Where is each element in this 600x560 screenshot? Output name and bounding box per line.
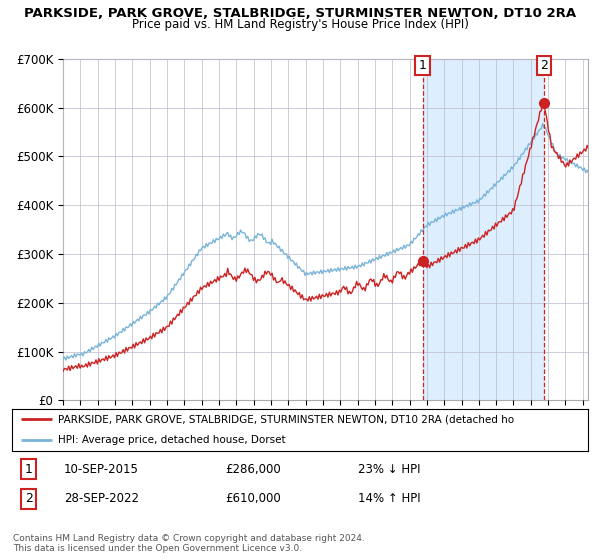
Text: 23% ↓ HPI: 23% ↓ HPI (358, 463, 420, 476)
Text: 14% ↑ HPI: 14% ↑ HPI (358, 492, 420, 505)
Text: 1: 1 (419, 59, 427, 72)
Bar (422, 59, 544, 400)
Text: HPI: Average price, detached house, Dorset: HPI: Average price, detached house, Dors… (58, 435, 286, 445)
Text: £286,000: £286,000 (225, 463, 281, 476)
Text: 28-SEP-2022: 28-SEP-2022 (64, 492, 139, 505)
Text: £610,000: £610,000 (225, 492, 281, 505)
Text: 2: 2 (25, 492, 32, 505)
Text: PARKSIDE, PARK GROVE, STALBRIDGE, STURMINSTER NEWTON, DT10 2RA (detached ho: PARKSIDE, PARK GROVE, STALBRIDGE, STURMI… (58, 414, 514, 424)
Text: 1: 1 (25, 463, 32, 476)
Text: Contains HM Land Registry data © Crown copyright and database right 2024.
This d: Contains HM Land Registry data © Crown c… (13, 534, 365, 553)
Text: PARKSIDE, PARK GROVE, STALBRIDGE, STURMINSTER NEWTON, DT10 2RA: PARKSIDE, PARK GROVE, STALBRIDGE, STURMI… (24, 7, 576, 20)
Text: 2: 2 (540, 59, 548, 72)
Text: Price paid vs. HM Land Registry's House Price Index (HPI): Price paid vs. HM Land Registry's House … (131, 18, 469, 31)
Text: 10-SEP-2015: 10-SEP-2015 (64, 463, 139, 476)
